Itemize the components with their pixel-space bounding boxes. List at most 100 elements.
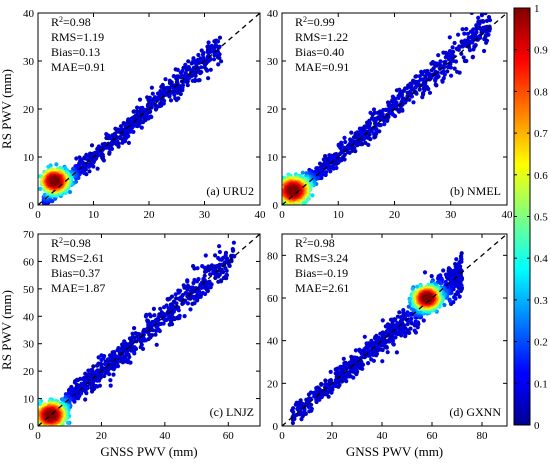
panel-label: (b) NMEL bbox=[450, 184, 501, 198]
data-point bbox=[420, 95, 425, 100]
data-point bbox=[205, 68, 210, 73]
data-point bbox=[380, 318, 385, 323]
data-point bbox=[482, 48, 487, 54]
data-point bbox=[150, 328, 156, 333]
data-point bbox=[411, 308, 417, 313]
data-point bbox=[328, 378, 333, 383]
scatter-points bbox=[289, 251, 465, 426]
data-point bbox=[391, 112, 396, 117]
y-axis-label: RS PWV (mm) bbox=[0, 69, 14, 149]
data-point bbox=[465, 31, 470, 36]
data-point bbox=[166, 297, 171, 302]
reference-line bbox=[37, 12, 261, 206]
data-point bbox=[483, 3, 487, 7]
data-point bbox=[443, 279, 448, 285]
data-point bbox=[216, 62, 221, 67]
y-axis-label: RS PWV (mm) bbox=[0, 290, 14, 370]
data-point bbox=[342, 135, 347, 140]
data-point bbox=[82, 171, 87, 176]
data-point bbox=[38, 186, 43, 191]
data-point bbox=[95, 166, 100, 171]
data-point bbox=[100, 155, 105, 160]
data-point bbox=[192, 60, 198, 65]
data-point bbox=[417, 74, 422, 79]
data-point bbox=[459, 40, 464, 45]
data-point bbox=[87, 169, 92, 174]
data-point bbox=[185, 287, 190, 292]
y-tick-label: 50 bbox=[23, 284, 35, 296]
data-point bbox=[115, 348, 120, 353]
stat-text: MAE=0.91 bbox=[295, 60, 349, 74]
data-point bbox=[449, 73, 454, 78]
data-point bbox=[162, 305, 167, 310]
data-point bbox=[413, 319, 418, 324]
data-point bbox=[208, 272, 213, 277]
x-tick-label: 10 bbox=[333, 209, 345, 221]
data-point bbox=[452, 66, 457, 71]
data-point bbox=[445, 276, 450, 281]
data-point bbox=[415, 284, 420, 289]
data-point bbox=[95, 363, 100, 368]
data-point bbox=[148, 314, 153, 319]
data-point bbox=[381, 118, 387, 123]
data-point bbox=[195, 266, 200, 271]
data-point bbox=[370, 112, 375, 117]
data-point bbox=[300, 170, 305, 175]
data-point bbox=[290, 420, 295, 426]
data-point bbox=[427, 90, 433, 95]
data-point bbox=[206, 40, 211, 45]
data-point bbox=[422, 270, 428, 275]
data-point bbox=[439, 70, 444, 75]
data-point bbox=[460, 27, 465, 32]
x-axis-label: GNSS PWV (mm) bbox=[100, 444, 197, 459]
data-point bbox=[91, 364, 96, 369]
data-point bbox=[338, 145, 343, 150]
data-point bbox=[384, 344, 389, 349]
stat-text: R2=0.98 bbox=[51, 15, 91, 29]
data-point bbox=[455, 47, 460, 52]
stat-text: MAE=0.91 bbox=[51, 60, 105, 74]
data-point bbox=[108, 383, 113, 388]
y-tick-label: 10 bbox=[23, 394, 35, 406]
data-point bbox=[426, 86, 431, 92]
data-point bbox=[65, 420, 71, 425]
data-point bbox=[348, 137, 353, 142]
data-point bbox=[380, 359, 385, 364]
data-point bbox=[212, 53, 217, 58]
panel-d: 0 20 40 60 80020406080R2=0.98RMS=3.24Bias=-0… bbox=[267, 233, 508, 459]
data-point bbox=[188, 289, 194, 294]
data-point bbox=[442, 302, 447, 308]
data-point bbox=[349, 130, 354, 135]
panel-c: 0 20 40 60010203040506070R2=0.98RMS=2.61Bia… bbox=[0, 229, 261, 459]
stat-text: MAE=1.87 bbox=[51, 281, 105, 295]
data-point bbox=[396, 95, 401, 101]
data-point bbox=[309, 402, 314, 407]
y-tick-label: 20 bbox=[23, 366, 35, 378]
data-point bbox=[359, 131, 364, 136]
data-point bbox=[458, 288, 463, 294]
data-point bbox=[186, 59, 191, 64]
y-tick-label: 0 bbox=[29, 200, 35, 212]
y-tick-label: 70 bbox=[23, 229, 35, 241]
data-point bbox=[208, 67, 213, 72]
data-point bbox=[301, 402, 306, 407]
data-point bbox=[185, 279, 190, 284]
x-tick-label: 60 bbox=[223, 430, 235, 442]
x-tick-label: 40 bbox=[255, 209, 267, 221]
x-tick-label: 20 bbox=[389, 209, 401, 221]
data-point bbox=[190, 301, 195, 306]
data-point bbox=[291, 406, 296, 411]
data-point bbox=[452, 40, 457, 46]
data-point bbox=[477, 21, 482, 26]
data-point bbox=[328, 169, 333, 174]
data-point bbox=[372, 135, 377, 140]
data-point bbox=[179, 79, 185, 84]
reference-line bbox=[37, 233, 261, 427]
y-tick-label: 0 bbox=[273, 200, 279, 212]
data-point bbox=[309, 406, 314, 411]
data-point bbox=[174, 97, 179, 103]
data-point bbox=[470, 40, 475, 45]
data-point bbox=[355, 135, 360, 140]
data-point bbox=[445, 69, 450, 74]
y-tick-label: 30 bbox=[23, 56, 35, 68]
